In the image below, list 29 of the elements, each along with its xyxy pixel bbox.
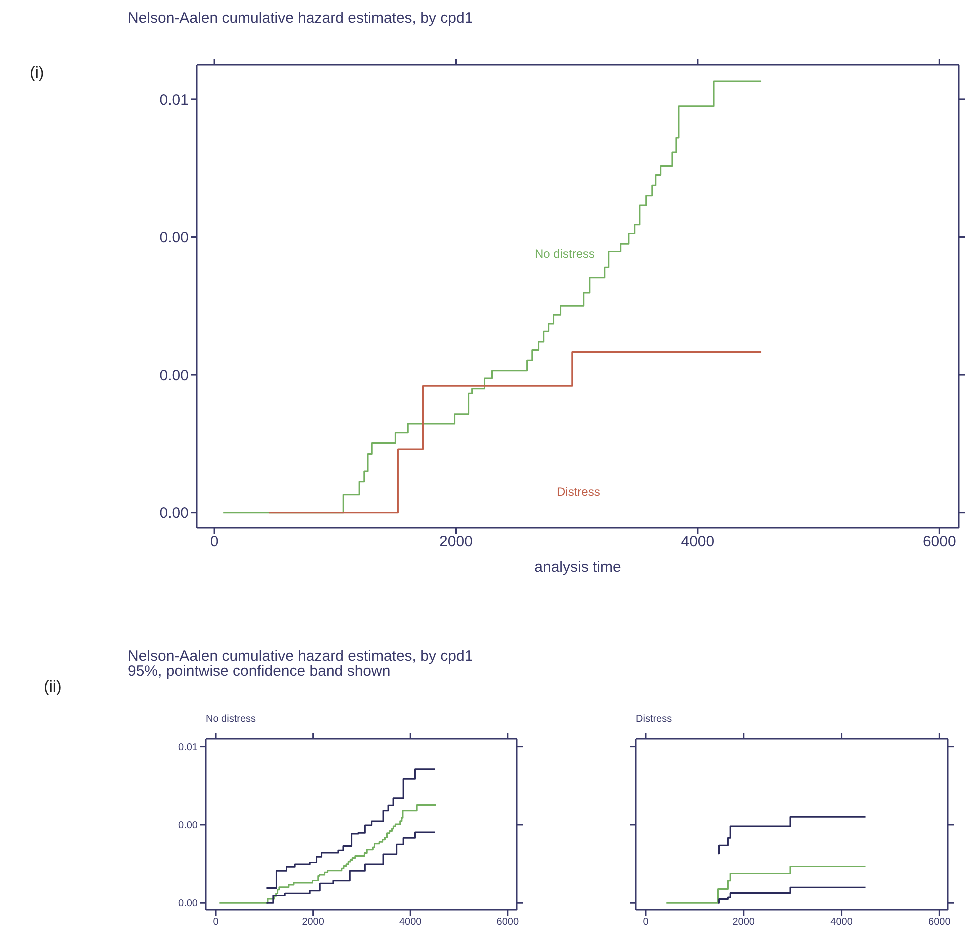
x-tick-label: 4000 (681, 534, 715, 551)
y-tick-label: 0.00 (160, 505, 189, 522)
text: (ii) (44, 679, 62, 696)
x-tick-label: 2000 (440, 534, 473, 551)
text: (i) (30, 65, 44, 82)
x-tick-label: 4000 (399, 917, 422, 928)
x-tick-label: 2000 (732, 917, 756, 928)
text: 95%, pointwise confidence band shown (128, 663, 391, 680)
x-tick-label: 2000 (302, 917, 325, 928)
annotation: Distress (557, 485, 600, 499)
chart-title: No distress (206, 714, 256, 725)
x-axis-title: analysis time (534, 559, 622, 576)
x-tick-label: 0 (213, 917, 220, 928)
x-tick-label: 6000 (928, 917, 952, 928)
x-tick-label: 0 (643, 917, 650, 928)
x-tick-label: 6000 (496, 917, 520, 928)
text: Nelson-Aalen cumulative hazard estimates, by cpd1 (128, 648, 474, 665)
y-tick-label: 0.00 (160, 230, 189, 247)
y-tick-label: 0.00 (160, 367, 189, 384)
chart-title: Distress (636, 714, 672, 725)
y-tick-label: 0.00 (178, 898, 198, 910)
y-tick-label: 0.01 (178, 742, 198, 754)
y-tick-label: 0.01 (160, 92, 189, 109)
annotation: No distress (535, 247, 596, 261)
x-tick-label: 6000 (922, 534, 956, 551)
x-tick-label: 0 (210, 534, 219, 551)
chart-title: Nelson-Aalen cumulative hazard estimates, by cpd1 (128, 10, 474, 27)
y-tick-label: 0.00 (178, 820, 198, 832)
x-tick-label: 4000 (830, 917, 854, 928)
